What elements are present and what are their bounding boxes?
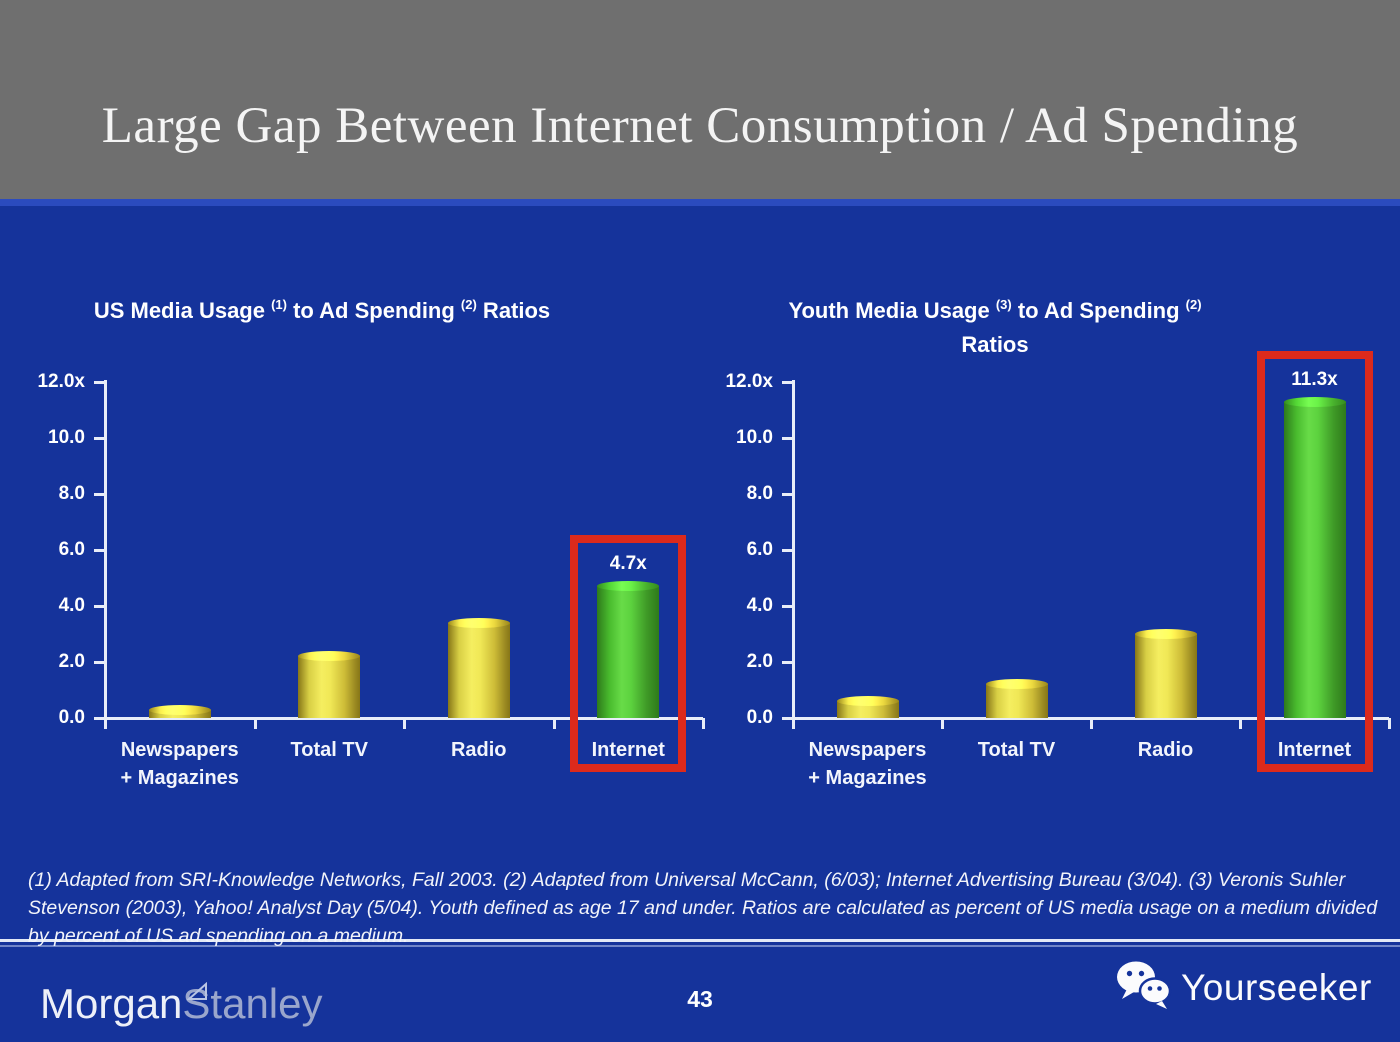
chart-title-segment: Ratios (476, 298, 551, 323)
footer-divider-line-secondary (0, 945, 1400, 947)
y-tick (94, 493, 105, 496)
y-tick (782, 381, 793, 384)
chart-title-segment: Ratios (961, 332, 1029, 357)
wechat-icon (1115, 960, 1173, 1015)
x-tick (1388, 718, 1391, 729)
x-axis (96, 717, 703, 720)
bar-internet (1283, 401, 1346, 718)
y-tick-label: 10.0 (736, 427, 773, 448)
y-tick-label: 6.0 (746, 539, 773, 560)
y-tick (782, 605, 793, 608)
x-axis (784, 717, 1389, 720)
footnote-line-1: (1) Adapted from SRI-Knowledge Networks,… (28, 869, 1346, 891)
y-tick (782, 661, 793, 664)
y-tick-label: 2.0 (58, 651, 85, 672)
x-tick (1239, 718, 1242, 729)
y-tick-label: 8.0 (746, 483, 773, 504)
footnote-line-2: Stevenson (2003), Yahoo! Analyst Day (5/… (28, 897, 1378, 919)
x-category-label: Internet (591, 739, 665, 761)
y-tick (94, 605, 105, 608)
highlight-box (1256, 350, 1373, 772)
x-tick (403, 718, 406, 729)
y-tick-label: 12.0x (37, 371, 85, 392)
bar-total-tv (298, 656, 361, 718)
y-tick-label: 8.0 (58, 483, 85, 504)
highlight-box (570, 535, 687, 772)
x-category-label: Internet (1277, 739, 1352, 761)
brand-part-morgan: Morgan (40, 980, 183, 1027)
yourseeker-watermark: Yourseeker (1115, 960, 1372, 1015)
y-tick-label: 0.0 (746, 707, 773, 728)
chart-title-segment: (2) (1185, 297, 1202, 312)
y-tick (782, 549, 793, 552)
chart-title: US Media Usage (1) to Ad Spending (2) Ra… (32, 288, 612, 328)
bar-newspapers-magazines (148, 709, 211, 718)
y-tick (94, 661, 105, 664)
x-category-label: Radio (450, 739, 507, 761)
chart-title-segment: (2) (460, 297, 477, 312)
morgan-stanley-triangle-icon (186, 966, 209, 1010)
y-tick-label: 0.0 (58, 707, 85, 728)
x-category-label: Total TV (977, 739, 1056, 761)
footnote-text: (1) Adapted from SRI-Knowledge Networks,… (28, 866, 1378, 950)
y-tick-label: 2.0 (746, 651, 773, 672)
x-tick (552, 718, 556, 729)
chart-title: Youth Media Usage (3) to Ad Spending (2)… (705, 288, 1285, 362)
bar-newspapers-magazines (836, 701, 899, 718)
x-category-label: Newspapers + Magazines (120, 739, 239, 789)
y-axis (792, 380, 795, 729)
x-tick (1090, 718, 1093, 729)
y-tick (94, 437, 105, 440)
chart-title-segment: (1) (271, 297, 287, 312)
y-tick (782, 437, 793, 440)
y-tick-label: 4.0 (58, 595, 85, 616)
x-tick (702, 718, 705, 729)
x-category-label: Total TV (290, 739, 368, 761)
y-tick-label: 4.0 (746, 595, 773, 616)
x-tick (253, 718, 257, 729)
footnote-line-3: by percent of US ad spending on a medium… (28, 925, 409, 947)
bar-radio (447, 622, 510, 718)
footer-divider-line (0, 939, 1400, 942)
chart-title-segment: US Media Usage (93, 298, 272, 323)
y-axis (104, 380, 107, 729)
x-category-label: Newspapers + Magazines (808, 739, 927, 789)
slide-title: Large Gap Between Internet Consumption /… (101, 98, 1299, 154)
page-number: 43 (687, 986, 713, 1012)
chart-title-segment: (3) (995, 297, 1012, 312)
header-accent-line (0, 199, 1400, 206)
chart-title-segment: to Ad Spending (286, 298, 461, 323)
y-tick (782, 493, 793, 496)
bar-value-label: 4.7x (609, 553, 647, 575)
yourseeker-label: Yourseeker (1181, 966, 1372, 1008)
x-tick (941, 718, 944, 729)
bar-radio (1134, 634, 1197, 718)
chart-title-segment: to Ad Spending (1011, 298, 1186, 323)
bar-internet (597, 586, 660, 718)
chart-title-segment: Youth Media Usage (788, 298, 996, 323)
y-tick-label: 6.0 (58, 539, 85, 560)
x-category-label: Radio (1137, 739, 1194, 761)
bar-value-label: 11.3x (1291, 368, 1338, 390)
y-tick-label: 10.0 (48, 427, 85, 448)
bar-total-tv (985, 684, 1048, 718)
morgan-stanley-logo: MorganStanley (40, 982, 323, 1026)
y-tick-label: 12.0x (725, 371, 773, 392)
slide-header: Large Gap Between Internet Consumption /… (0, 0, 1400, 199)
y-tick (94, 381, 105, 384)
y-tick (94, 549, 105, 552)
